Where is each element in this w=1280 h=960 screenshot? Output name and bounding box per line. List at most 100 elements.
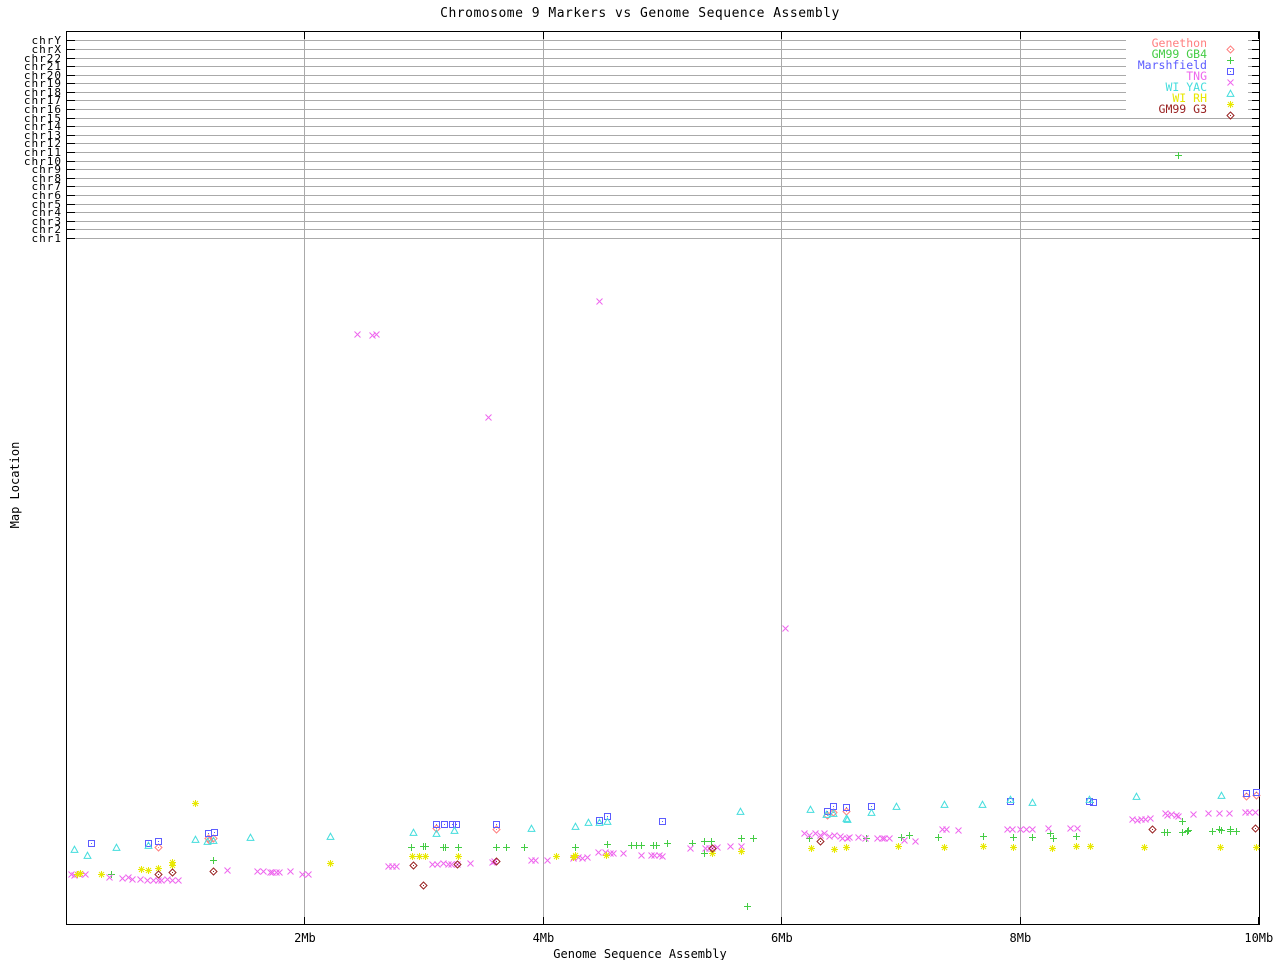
y-tick-left — [66, 169, 75, 171]
y-tick-label: chr9 — [31, 163, 62, 177]
gridline-y — [66, 212, 1260, 214]
y-tick-label: chr4 — [31, 206, 62, 220]
y-tick-right — [1252, 203, 1260, 205]
y-tick-left — [66, 237, 75, 239]
y-tick-label: chr1 — [31, 231, 62, 245]
y-tick-right — [1252, 40, 1260, 42]
legend-marker-icon — [1226, 94, 1235, 113]
y-tick-left — [66, 48, 75, 50]
chart-title: Chromosome 9 Markers vs Genome Sequence … — [440, 6, 840, 21]
y-tick-right — [1252, 83, 1260, 85]
y-tick-left — [66, 100, 75, 102]
legend-row: TNG — [1126, 70, 1248, 86]
y-tick-label: chr16 — [23, 103, 62, 117]
legend-row: GM99 GB4 — [1126, 48, 1248, 64]
legend-label: WI RH — [1172, 91, 1207, 105]
gridline-x — [1019, 31, 1021, 925]
y-tick-label: chr8 — [31, 171, 62, 185]
y-tick-label: chr2 — [31, 223, 62, 237]
gridline-y — [66, 203, 1260, 205]
y-tick-right — [1252, 57, 1260, 59]
x-tick-top — [542, 31, 544, 39]
gridline-y — [66, 152, 1260, 153]
gridline-y — [66, 109, 1260, 111]
y-tick-label: chr7 — [31, 180, 62, 194]
x-tick-bottom — [304, 917, 306, 925]
x-tick-bottom — [542, 917, 544, 925]
legend-marker-icon — [1226, 83, 1235, 102]
x-tick-bottom — [1019, 917, 1021, 925]
gridline-y — [66, 134, 1260, 136]
gridline-y — [66, 220, 1260, 222]
x-tick-top — [1019, 31, 1021, 39]
y-tick-right — [1252, 169, 1260, 171]
gridline-y — [66, 83, 1260, 85]
y-tick-left — [66, 57, 75, 59]
gridline-y — [66, 40, 1260, 42]
gridline-y — [66, 143, 1260, 145]
gridline-y — [66, 169, 1260, 171]
gridline-x — [542, 31, 544, 925]
y-tick-right — [1252, 160, 1260, 162]
y-tick-left — [66, 212, 75, 214]
x-tick-label: 2Mb — [294, 931, 316, 945]
gridline-y — [66, 126, 1260, 128]
y-tick-label: chr18 — [23, 85, 62, 99]
y-tick-right — [1252, 143, 1260, 145]
plot-border — [66, 31, 1260, 925]
legend-marker-icon — [1226, 105, 1235, 124]
gridline-y — [66, 237, 1260, 239]
legend-label: GM99 G3 — [1158, 102, 1207, 116]
gridline-x — [781, 31, 783, 925]
y-tick-left — [66, 177, 75, 179]
y-tick-right — [1252, 194, 1260, 196]
y-tick-left — [66, 91, 75, 93]
y-tick-right — [1252, 229, 1260, 231]
legend-marker-icon — [1226, 50, 1235, 69]
legend-marker-icon — [1226, 39, 1235, 58]
gridline-y — [66, 57, 1260, 59]
y-tick-right — [1252, 152, 1260, 153]
legend-label: Genethon — [1151, 36, 1207, 50]
y-tick-right — [1252, 74, 1260, 76]
y-tick-label: chr21 — [23, 60, 62, 74]
y-tick-right — [1252, 126, 1260, 128]
y-tick-left — [66, 186, 75, 188]
y-tick-left — [66, 194, 75, 196]
y-tick-right — [1252, 109, 1260, 111]
y-tick-label: chrY — [31, 34, 62, 48]
y-tick-label: chr19 — [23, 77, 62, 91]
gridline-y — [66, 100, 1260, 102]
legend-label: WI YAC — [1165, 80, 1207, 94]
y-tick-label: chr11 — [23, 146, 62, 159]
x-tick-label: 6Mb — [771, 931, 793, 945]
y-tick-label: chr12 — [23, 137, 62, 151]
y-tick-label: chr17 — [23, 94, 62, 108]
gridline-y — [66, 194, 1260, 196]
y-tick-left — [66, 74, 75, 76]
y-tick-left — [66, 203, 75, 205]
y-tick-left — [66, 66, 75, 68]
gridline-y — [66, 91, 1260, 93]
gridline-y — [66, 117, 1260, 119]
gridline-y — [66, 229, 1260, 231]
y-tick-left — [66, 117, 75, 119]
x-tick-top — [781, 31, 783, 39]
y-tick-right — [1252, 100, 1260, 102]
gridline-y — [66, 48, 1260, 50]
y-tick-label: chr14 — [23, 120, 62, 134]
y-tick-right — [1252, 66, 1260, 68]
x-tick-bottom — [781, 917, 783, 925]
y-tick-left — [66, 40, 75, 42]
gridline-y — [66, 186, 1260, 188]
gridline-y — [66, 66, 1260, 68]
y-tick-label: chr20 — [23, 68, 62, 82]
legend-row: Genethon — [1126, 36, 1248, 54]
y-tick-label: chr10 — [23, 154, 62, 168]
y-tick-label: chr15 — [23, 111, 62, 125]
y-tick-label: chr6 — [31, 188, 62, 202]
y-tick-right — [1252, 177, 1260, 179]
legend-row: WI YAC — [1126, 80, 1248, 97]
y-tick-label: chrX — [31, 42, 62, 56]
y-tick-right — [1252, 91, 1260, 93]
